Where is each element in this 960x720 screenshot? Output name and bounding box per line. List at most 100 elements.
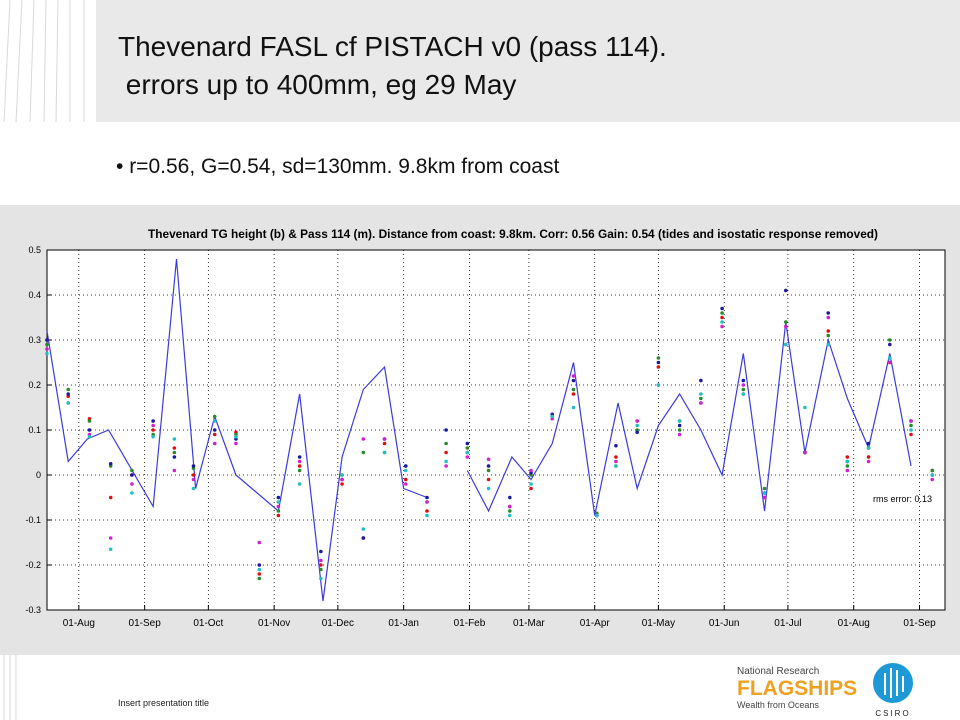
data-point [297,468,302,473]
y-tick-label: 0 [36,470,41,480]
y-tick-label: 0.3 [28,335,41,345]
data-point [108,536,113,540]
data-point [720,315,724,320]
data-point [130,468,134,473]
annotation: rms error: 0.13 [873,494,932,504]
data-point [465,441,470,446]
data-point [866,446,871,450]
data-point [172,450,177,455]
data-point [909,423,913,428]
data-point [382,450,387,455]
data-point [656,356,661,360]
data-point [507,509,512,513]
data-line [46,258,912,602]
data-point [762,495,767,500]
data-point [720,320,724,324]
data-point [297,482,302,486]
data-point [172,446,177,450]
data-point [444,459,448,464]
data-point [571,392,576,396]
data-point [656,360,661,365]
data-point [930,473,935,477]
x-tick-label: 01-Sep [129,618,162,629]
x-tick-label: 01-Jan [388,618,419,629]
data-point [720,311,724,315]
x-tick-label: 01-Aug [838,618,870,629]
decor-lines [3,655,17,720]
data-point [741,383,746,387]
data-point [783,320,788,324]
x-tick-label: 01-Jul [774,618,801,629]
data-point [826,311,831,315]
data-point [656,383,661,387]
x-tick-label: 01-Oct [193,618,223,629]
data-point [319,567,323,572]
x-tick-label: 01-Mar [513,618,545,629]
data-point [257,567,262,572]
data-point [930,468,935,473]
x-tick-label: 01-Jun [709,618,740,629]
data-point [172,455,177,459]
data-point [403,482,408,486]
data-point [571,374,576,378]
data-point [826,329,831,333]
data-point [361,450,366,455]
data-point [720,324,724,329]
data-point [212,419,217,423]
data-point [87,428,92,432]
y-tick-label: -0.2 [25,560,41,570]
y-tick-label: 0.5 [28,245,41,255]
data-point [866,459,871,464]
data-point [191,477,196,482]
data-point [465,455,470,459]
data-point [699,396,703,401]
data-point [803,405,807,410]
bullet: • r=0.56, G=0.54, sd=130mm. 9.8km from c… [116,155,560,178]
data-point [803,450,807,455]
y-tick-label: 0.2 [28,380,41,390]
data-point [151,434,155,439]
logo-text: Wealth from Oceans [737,700,819,710]
title-box [96,0,960,122]
data-point [212,441,217,446]
data-point [257,576,262,581]
data-point [276,504,281,509]
data-point [550,414,555,419]
data-point [444,428,448,432]
data-point [297,464,302,468]
data-point [529,482,533,486]
data-point [382,437,387,441]
data-point [257,572,262,576]
data-point [212,432,217,437]
data-point [297,459,302,464]
data-point [234,441,238,446]
data-point [108,461,113,466]
data-point [87,434,92,439]
data-point [845,459,850,464]
data-point [340,482,344,486]
data-point [444,441,448,446]
data-point [888,338,892,342]
data-point [486,457,491,462]
data-point [486,486,491,491]
data-point [151,419,155,423]
data-point [507,513,512,518]
chart: Thevenard TG height (b) & Pass 114 (m). … [0,205,960,655]
y-tick-label: 0.4 [28,290,41,300]
data-point [909,432,913,437]
data-point [826,315,831,320]
data-point [151,428,155,432]
data-point [888,356,892,360]
data-point [403,477,408,482]
data-point [403,468,408,473]
data-point [529,486,533,491]
data-point [425,500,429,504]
data-point [234,434,238,439]
data-point [741,387,746,392]
x-tick-label: 01-Sep [903,618,936,629]
data-point [425,509,429,513]
data-point [614,459,618,464]
data-point [677,419,682,423]
logo-text: CSIRO [875,709,910,718]
